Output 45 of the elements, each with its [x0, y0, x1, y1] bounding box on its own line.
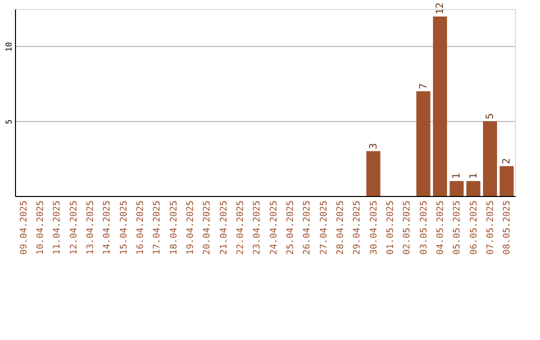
x-tick-label: 25.04.2025 — [286, 200, 296, 255]
x-tick-label: 19.04.2025 — [186, 200, 196, 255]
x-tick-label: 28.04.2025 — [336, 200, 346, 255]
bar — [500, 166, 514, 196]
bar — [450, 181, 464, 196]
data-label: 7 — [418, 83, 430, 90]
x-tick-label: 16.04.2025 — [136, 200, 146, 255]
x-tick-label: 02.05.2025 — [402, 200, 413, 255]
x-tick-label: 03.05.2025 — [419, 200, 430, 255]
x-tick-label: 10.04.2025 — [36, 200, 46, 255]
x-tick-label: 22.04.2025 — [236, 200, 246, 255]
x-tick-label: 14.04.2025 — [102, 200, 113, 255]
data-label: 2 — [502, 158, 513, 164]
bar — [366, 151, 380, 196]
bar — [466, 181, 480, 196]
x-tick-label: 24.04.2025 — [269, 200, 280, 255]
x-tick-label: 08.05.2025 — [502, 200, 513, 255]
data-label: 5 — [485, 113, 496, 120]
data-label: 1 — [452, 173, 463, 180]
x-tick-label: 23.04.2025 — [252, 200, 263, 255]
x-tick-label: 05.05.2025 — [452, 200, 463, 255]
x-tick-label: 30.04.2025 — [369, 200, 380, 255]
x-tick-label: 26.04.2025 — [302, 200, 313, 255]
x-tick-label: 04.05.2025 — [436, 200, 446, 255]
x-tick-label: 27.04.2025 — [319, 200, 330, 255]
x-tick-label: 06.05.2025 — [469, 200, 480, 255]
data-label: 1 — [468, 173, 480, 180]
bar — [433, 16, 447, 196]
x-tick-label: 11.04.2025 — [52, 200, 63, 255]
x-tick-label: 15.04.2025 — [119, 200, 130, 255]
x-tick-label: 20.04.2025 — [202, 200, 213, 255]
x-tick-label: 29.04.2025 — [352, 200, 363, 255]
y-tick-label: 10 — [4, 42, 14, 52]
x-tick-label: 21.04.2025 — [219, 200, 230, 255]
x-tick-label: 18.04.2025 — [169, 200, 180, 255]
x-tick-label: 01.05.2025 — [386, 200, 396, 255]
x-tick-label: 09.04.2025 — [19, 200, 30, 255]
x-tick-label: 13.04.2025 — [86, 200, 96, 255]
x-tick-label: 12.04.2025 — [69, 200, 80, 255]
x-tick-label: 17.04.2025 — [152, 200, 163, 255]
bar — [483, 121, 497, 196]
data-label: 12 — [435, 2, 446, 14]
bar — [416, 91, 430, 196]
data-label: 3 — [368, 143, 380, 150]
x-tick-label: 07.05.2025 — [486, 200, 496, 255]
